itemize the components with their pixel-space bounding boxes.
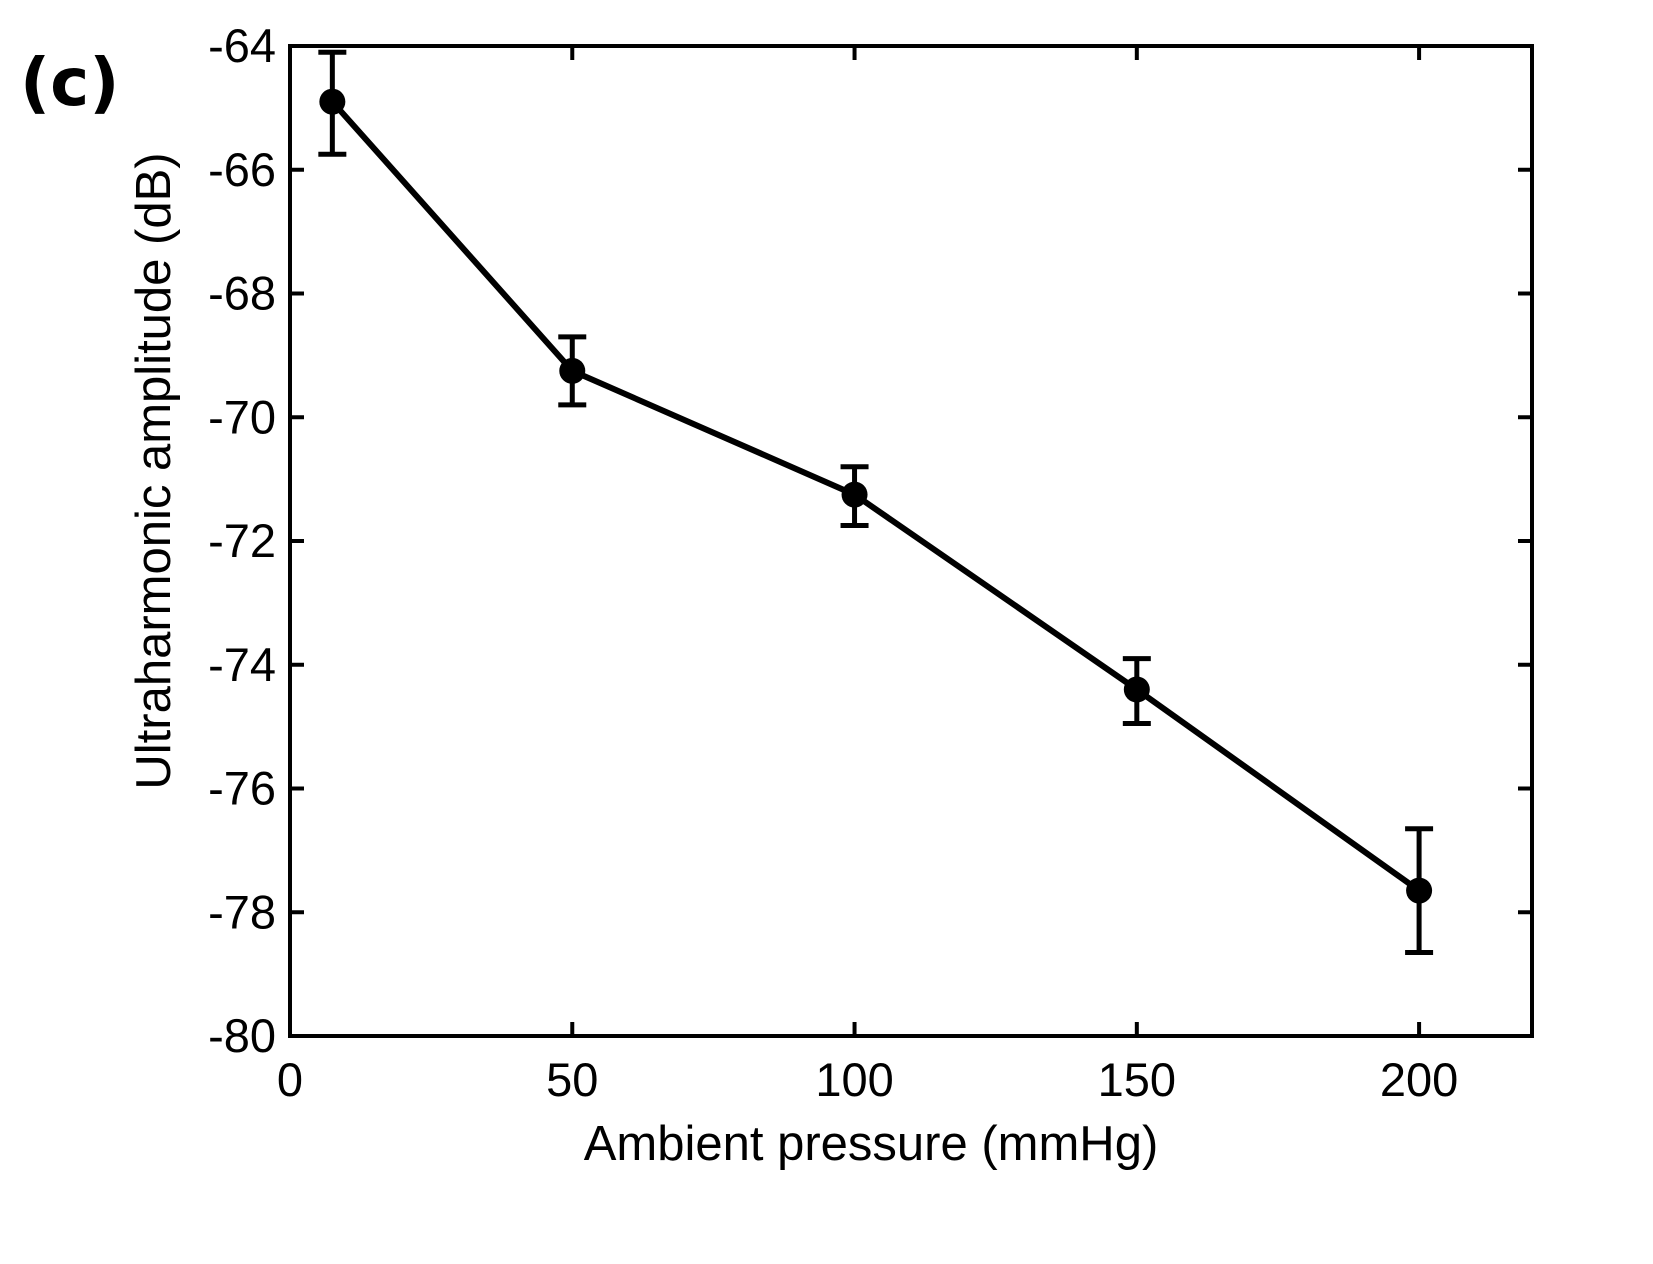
panel-label: (c) [20, 44, 119, 121]
y-tick-label: -78 [208, 885, 276, 938]
x-tick-label: 0 [277, 1053, 303, 1106]
x-tick-label: 100 [815, 1053, 893, 1106]
y-tick-label: -68 [208, 267, 276, 320]
series-line [330, 99, 1421, 894]
x-tick-label: 50 [546, 1053, 598, 1106]
y-tick-label: -64 [208, 19, 276, 72]
y-tick-label: -74 [208, 638, 276, 691]
plot-border [288, 44, 1534, 1038]
data-point [1406, 877, 1433, 904]
data-point [319, 88, 346, 115]
y-tick-label: -72 [208, 514, 276, 567]
x-axis-title: Ambient pressure (mmHg) [584, 1117, 1159, 1171]
x-tick-label: 150 [1098, 1053, 1176, 1106]
y-axis-title: Ultraharmonic amplitude (dB) [127, 152, 181, 789]
data-point [559, 357, 586, 384]
y-tick-label: -66 [208, 143, 276, 196]
x-tick-labels: 0 50 100 150 200 [277, 1053, 1458, 1106]
y-tick-label: -70 [208, 390, 276, 443]
data-point [1123, 676, 1150, 703]
y-tick-labels: -80 -78 -76 -74 -72 -70 -68 -66 -64 [208, 19, 276, 1062]
axis-ticks [288, 44, 1532, 1038]
y-tick-label: -80 [208, 1009, 276, 1062]
data-point [841, 481, 868, 508]
plot-frame [288, 44, 1534, 1038]
y-tick-label: -76 [208, 762, 276, 815]
x-tick-label: 200 [1380, 1053, 1458, 1106]
data-series [318, 49, 1434, 955]
